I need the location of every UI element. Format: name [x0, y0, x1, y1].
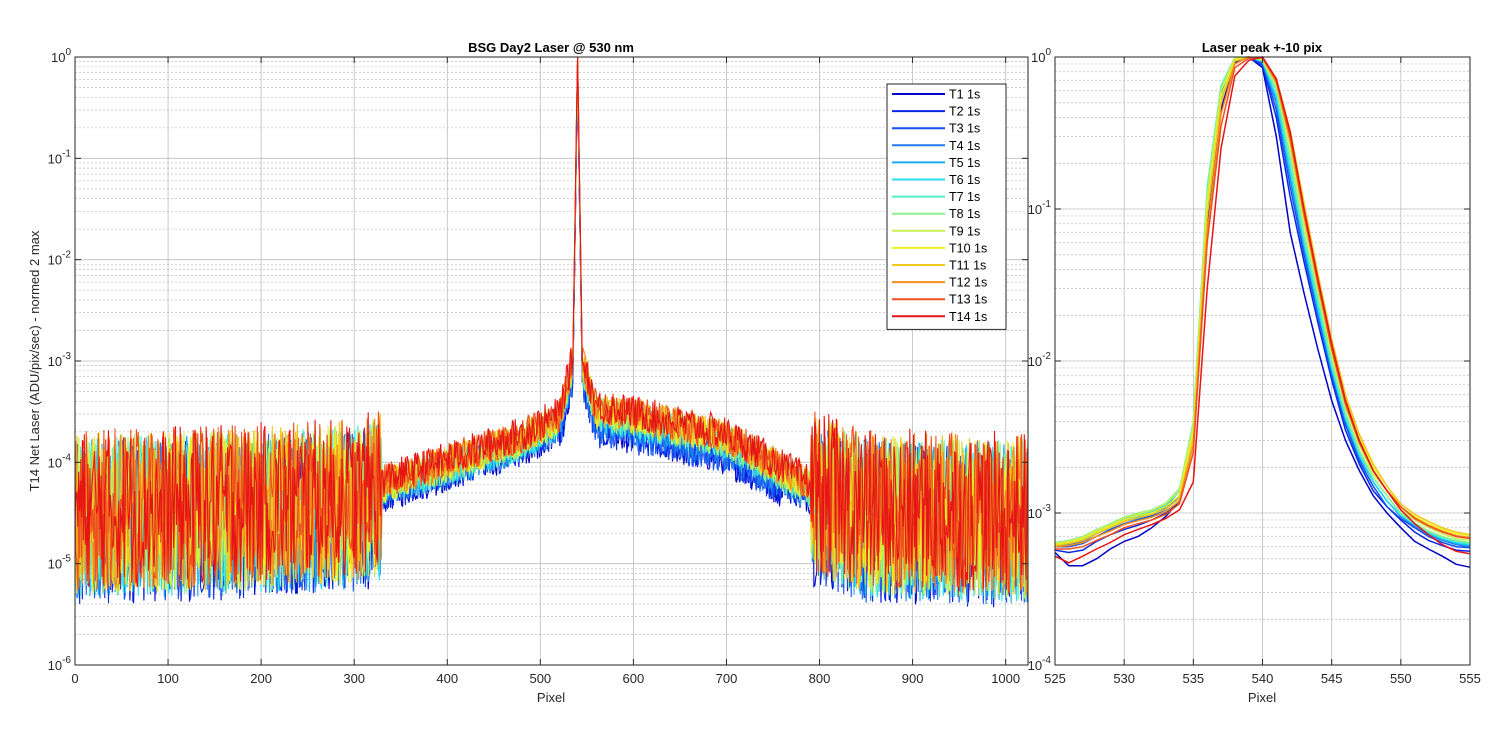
zoom-ticks: 525 530 535 540 545 550 555 10-4 10-3 10-2 10-1 100 — [1028, 47, 1481, 686]
main-y-tick-label: 100 — [51, 47, 71, 65]
zoom-x-axis-label: Pixel — [1248, 690, 1276, 705]
legend-entry-10: T10 1s — [949, 241, 987, 255]
main-x-tick-label: 200 — [250, 671, 272, 686]
main-x-tick-label: 100 — [157, 671, 179, 686]
legend-entry-12: T12 1s — [949, 276, 987, 290]
main-x-tick-label: 900 — [902, 671, 924, 686]
main-x-tick-label: 700 — [716, 671, 738, 686]
main-x-tick-label: 0 — [71, 671, 78, 686]
legend-entry-13: T13 1s — [949, 293, 987, 307]
peak-zoom-panel: 525 530 535 540 545 550 555 10-4 10-3 10-2 10-1 100… — [1028, 40, 1481, 705]
legend-entry-9: T9 1s — [949, 224, 980, 238]
main-y-tick-label: 10-3 — [48, 351, 72, 369]
zoom-x-tick-label: 555 — [1459, 671, 1481, 686]
legend-entry-11: T11 1s — [949, 259, 986, 273]
zoom-y-tick-label: 10-4 — [1028, 655, 1052, 673]
legend-entry-1: T1 1s — [949, 88, 980, 102]
main-ticks: 0 100 200 300 400 500 600 700 800 900 1000 10-6 10-5… — [48, 47, 1028, 686]
legend-entry-7: T7 1s — [949, 190, 980, 204]
zoom-y-tick-label: 10-3 — [1028, 503, 1052, 521]
main-x-tick-label: 1000 — [991, 671, 1020, 686]
legend-box — [886, 83, 1007, 330]
zoom-x-tick-label: 550 — [1390, 671, 1412, 686]
main-spectrum-panel: 0 100 200 300 400 500 600 700 800 900 1000 10-6 10-5… — [27, 40, 1029, 705]
main-y-tick-label: 10-6 — [48, 655, 72, 673]
main-y-tick-label: 10-1 — [48, 148, 72, 166]
main-x-tick-label: 400 — [436, 671, 458, 686]
legend-entry-8: T8 1s — [949, 207, 980, 221]
legend: T1 1s T2 1s T3 1s T4 1s T5 1s T6 1s T7 1s T8 1s… — [886, 83, 1007, 330]
main-x-tick-label: 600 — [623, 671, 645, 686]
main-x-axis-label: Pixel — [537, 690, 565, 705]
zoom-x-tick-label: 540 — [1252, 671, 1274, 686]
zoom-x-tick-label: 525 — [1044, 671, 1066, 686]
main-y-tick-label: 10-4 — [48, 452, 72, 470]
main-series-line-14 — [75, 57, 1028, 592]
zoom-x-tick-label: 535 — [1182, 671, 1204, 686]
main-series-group — [75, 57, 1028, 608]
zoom-y-tick-label: 100 — [1031, 47, 1051, 65]
zoom-y-tick-label: 10-2 — [1028, 351, 1052, 369]
legend-entry-2: T2 1s — [949, 105, 980, 119]
main-x-tick-label: 800 — [809, 671, 831, 686]
zoom-x-tick-label: 530 — [1113, 671, 1135, 686]
legend-entry-14: T14 1s — [949, 310, 987, 324]
legend-entry-4: T4 1s — [949, 139, 980, 153]
main-y-axis-label: T14 Net Laser (ADU/pix/sec) - normed 2 m… — [27, 230, 42, 491]
zoom-chart-title: Laser peak +-10 pix — [1202, 40, 1323, 55]
main-y-tick-label: 10-2 — [48, 250, 72, 268]
legend-entry-5: T5 1s — [949, 156, 980, 170]
main-x-tick-label: 300 — [343, 671, 365, 686]
main-chart-title: BSG Day2 Laser @ 530 nm — [468, 40, 634, 55]
zoom-y-tick-label: 10-1 — [1028, 199, 1052, 217]
main-y-tick-label: 10-5 — [48, 554, 72, 572]
zoom-x-tick-label: 545 — [1321, 671, 1343, 686]
legend-entry-6: T6 1s — [949, 173, 980, 187]
main-x-tick-label: 500 — [529, 671, 551, 686]
legend-entry-3: T3 1s — [949, 122, 980, 136]
